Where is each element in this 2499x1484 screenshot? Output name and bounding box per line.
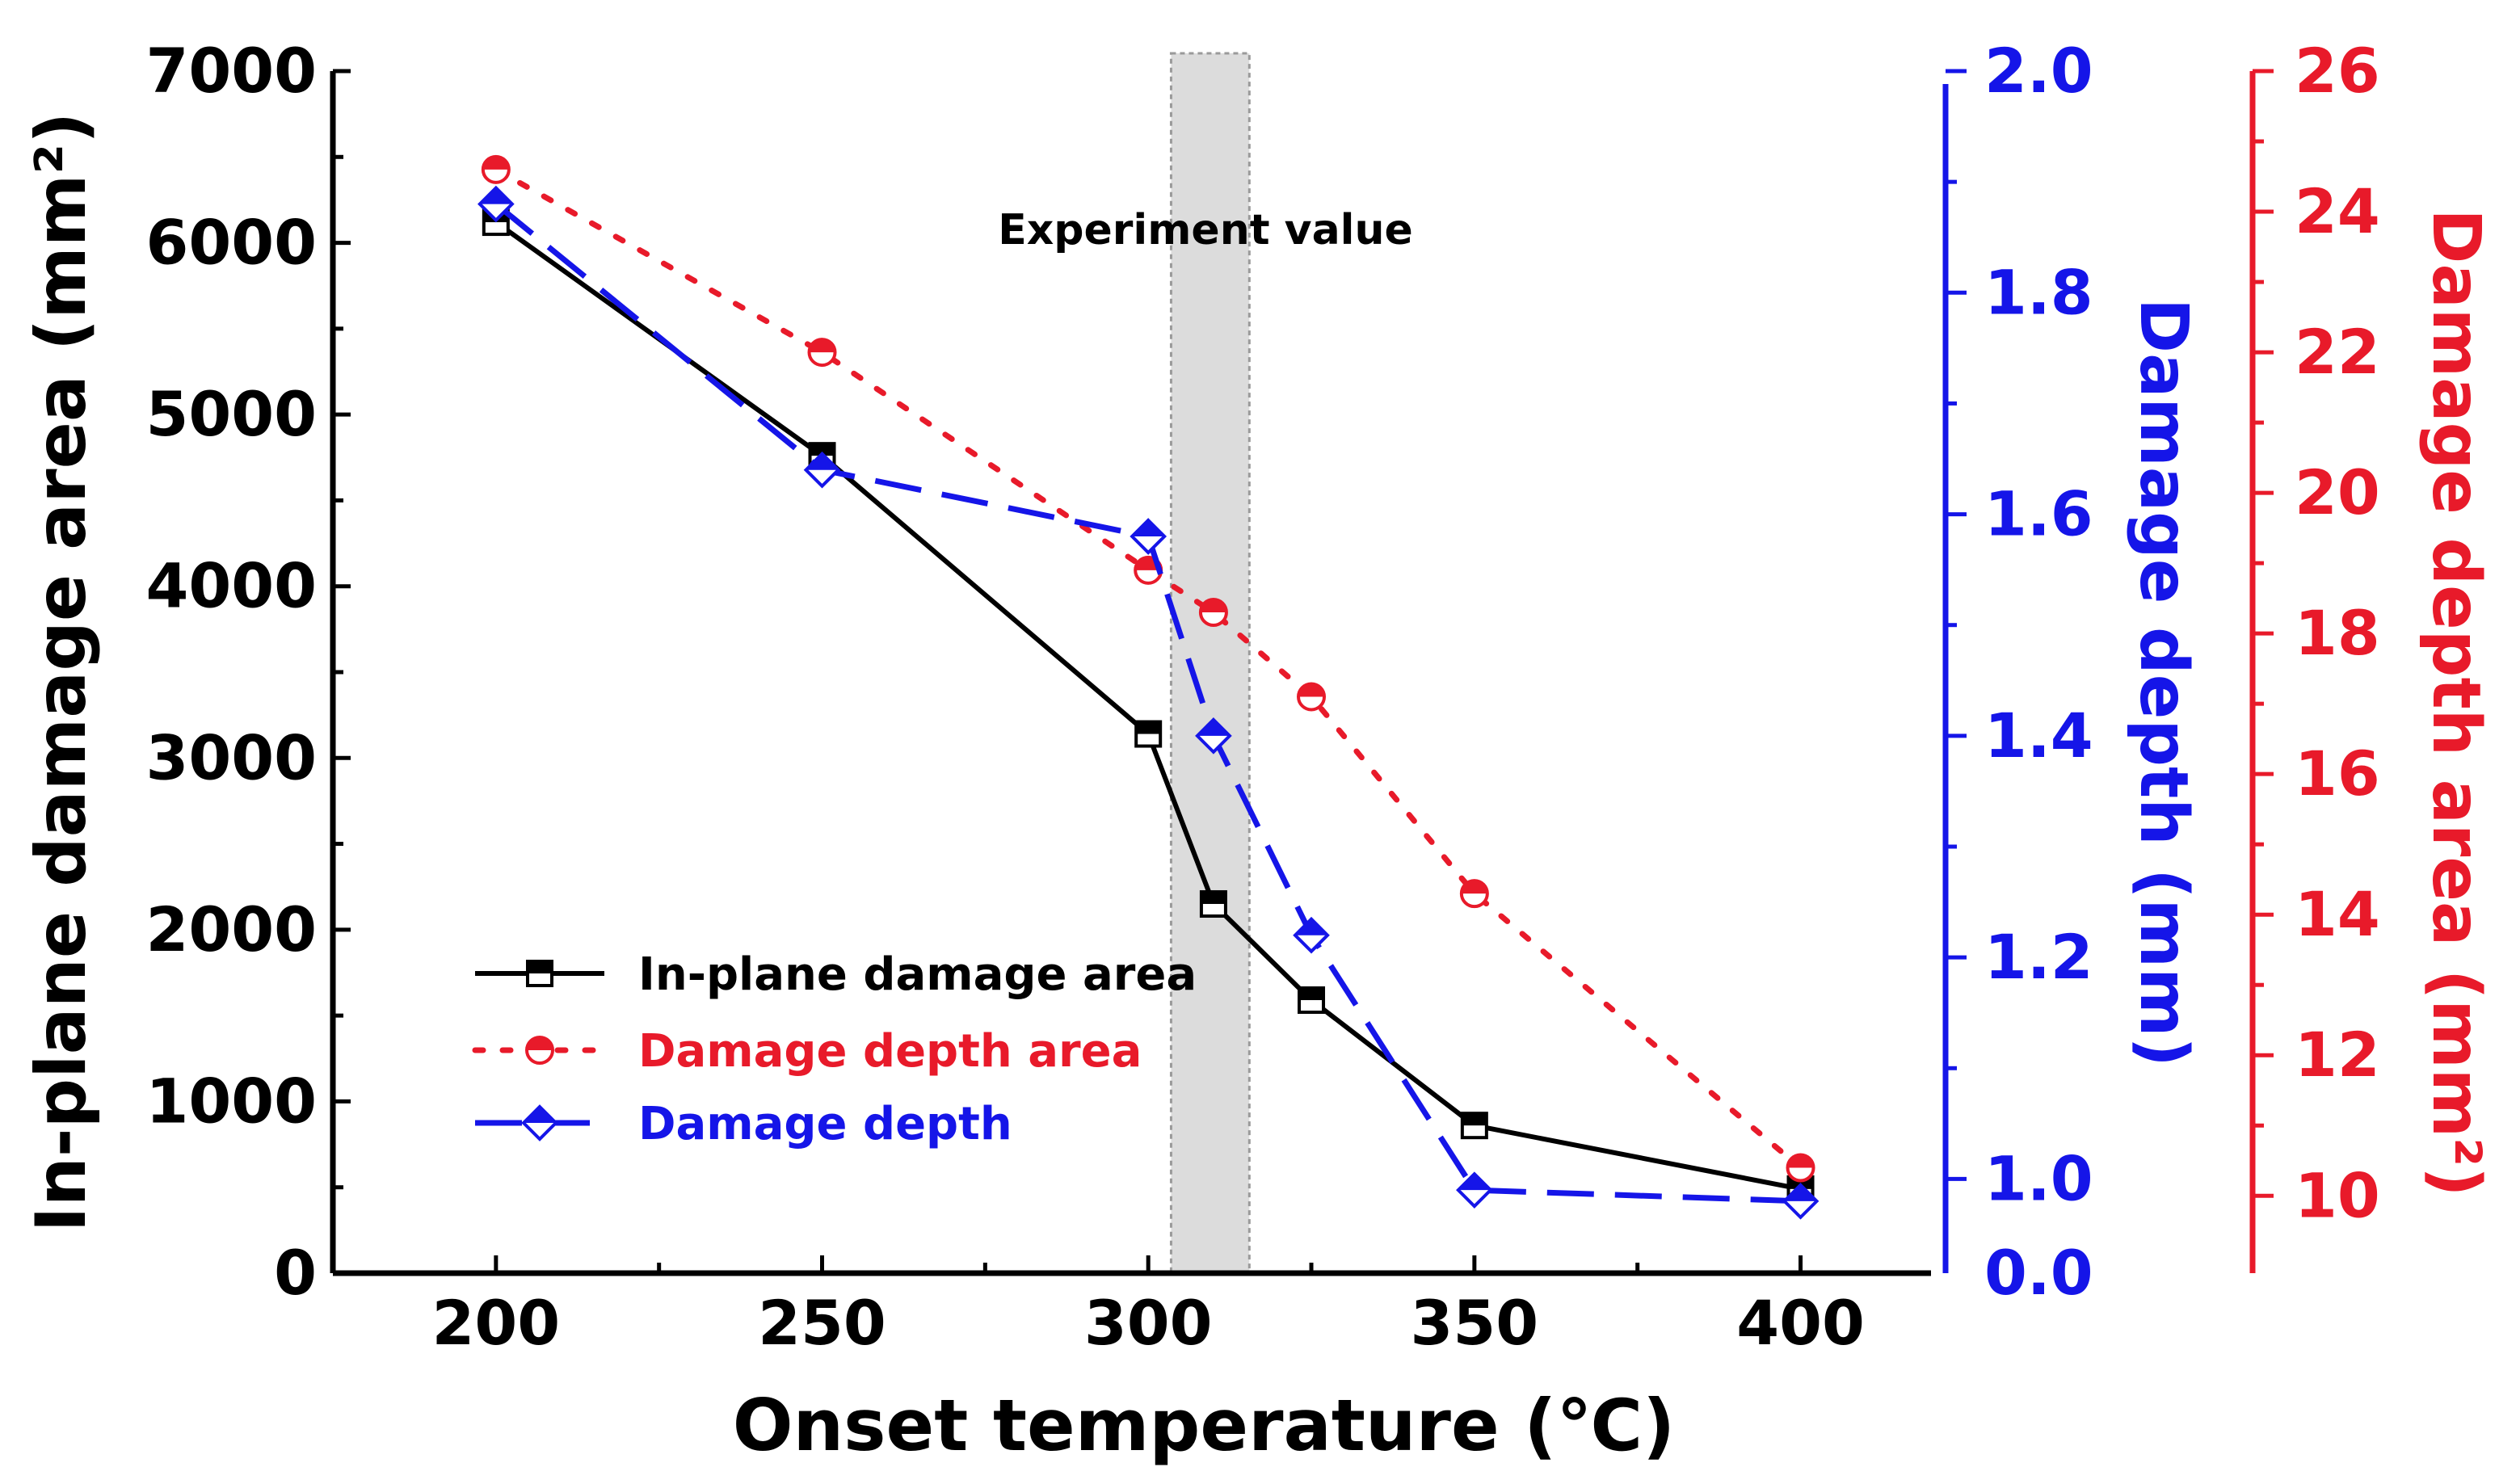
- damage-depth-area-tick-label: 10: [2295, 1159, 2380, 1231]
- damage-depth-area-tick-label: 24: [2295, 175, 2380, 247]
- damage-depth-point-fill: [1784, 1184, 1817, 1201]
- left-y-tick-label: 2000: [145, 893, 317, 965]
- damage-depth-area-tick-label: 16: [2295, 738, 2380, 809]
- damage-depth-area-tick-label: 26: [2295, 35, 2380, 107]
- shaded-region-label: Experiment value: [998, 206, 1413, 254]
- damage-depth-area-point-fill: [1461, 881, 1487, 894]
- left-y-tick-label: 3000: [145, 721, 317, 793]
- damage-depth-point-fill: [1197, 719, 1230, 736]
- damage-depth-area-point-fill: [1200, 599, 1226, 613]
- left-y-axis-label: In-plane damage area (mm²): [21, 112, 102, 1233]
- left-y-tick-label: 0: [274, 1237, 317, 1309]
- left-y-tick-label: 6000: [145, 207, 317, 279]
- damage-depth-area-axis-label: Damage depth area (mm²): [2417, 208, 2494, 1196]
- damage-depth-axis-label: Damage depth (mm): [2125, 298, 2202, 1067]
- damage-depth-tick-label: 1.2: [1984, 921, 2093, 993]
- damage-depth-area-point-fill: [1298, 683, 1325, 697]
- damage-depth-tick-label: 1.8: [1984, 256, 2093, 328]
- damage-depth-tick-label: 1.0: [1984, 1142, 2093, 1214]
- in-plane-damage-area-point-fill: [1136, 721, 1161, 734]
- legend-label-in-plane-damage-area: In-plane damage area: [638, 948, 1197, 1001]
- damage-depth-area-tick-label: 18: [2295, 597, 2380, 669]
- in-plane-damage-area-point-fill: [1462, 1113, 1487, 1126]
- axes-layer: 200 250 300 350 4000100020003000400050006000…: [145, 35, 2379, 1359]
- x-axis-label: Onset temperature (℃): [733, 1384, 1676, 1467]
- legend-marker-in-plane-damage-area-fill: [528, 961, 552, 973]
- damage-depth-tick-label: 1.4: [1984, 700, 2093, 771]
- legend-label-damage-depth-area: Damage depth area: [638, 1025, 1142, 1078]
- damage-depth-area-tick-label: 20: [2295, 456, 2380, 528]
- damage-depth-point-fill: [806, 453, 839, 470]
- damage-depth-point-fill: [1295, 919, 1328, 935]
- damage-depth-area-point-fill: [809, 339, 835, 353]
- damage-depth-tick-label: 1.6: [1984, 478, 2093, 550]
- in-plane-damage-area-point-fill: [1201, 891, 1226, 904]
- damage-depth-area-point-fill: [482, 156, 509, 170]
- series-layer: [478, 154, 1820, 1220]
- damage-depth-area-tick-label: 12: [2295, 1019, 2380, 1091]
- damage-depth-point-fill: [1458, 1174, 1491, 1191]
- x-tick-label: 400: [1736, 1287, 1865, 1359]
- shaded-region-layer: [1169, 52, 1251, 1275]
- damage-depth-area-tick-label: 22: [2295, 316, 2380, 388]
- damage-depth-tick-label: 2.0: [1984, 35, 2093, 107]
- damage-depth-point-fill: [479, 187, 512, 204]
- experiment-value-region: [1169, 52, 1251, 1275]
- in-plane-damage-area-point-fill: [810, 444, 835, 456]
- x-tick-label: 200: [432, 1287, 561, 1359]
- in-plane-damage-area-point-fill: [1299, 988, 1324, 1001]
- x-tick-label: 300: [1084, 1287, 1213, 1359]
- damage-depth-point-fill: [1132, 520, 1165, 536]
- damage-depth-tick-label: 0.0: [1984, 1237, 2093, 1309]
- left-y-tick-label: 4000: [145, 550, 317, 622]
- left-y-tick-label: 1000: [145, 1065, 317, 1137]
- x-tick-label: 350: [1411, 1287, 1539, 1359]
- damage-depth-area-tick-label: 14: [2295, 878, 2380, 950]
- legend-label-damage-depth: Damage depth: [638, 1098, 1012, 1150]
- legend-marker-damage-depth-area-fill: [527, 1037, 553, 1050]
- left-y-tick-label: 5000: [145, 378, 317, 450]
- legend: In-plane damage area Damage depth area Dam…: [472, 948, 1197, 1150]
- legend-marker-damage-depth-fill: [524, 1107, 556, 1123]
- left-y-tick-label: 7000: [145, 35, 317, 107]
- damage-depth-area-line: [493, 166, 1804, 1171]
- damage-depth-area-point-fill: [1787, 1154, 1814, 1168]
- x-tick-label: 250: [758, 1287, 886, 1359]
